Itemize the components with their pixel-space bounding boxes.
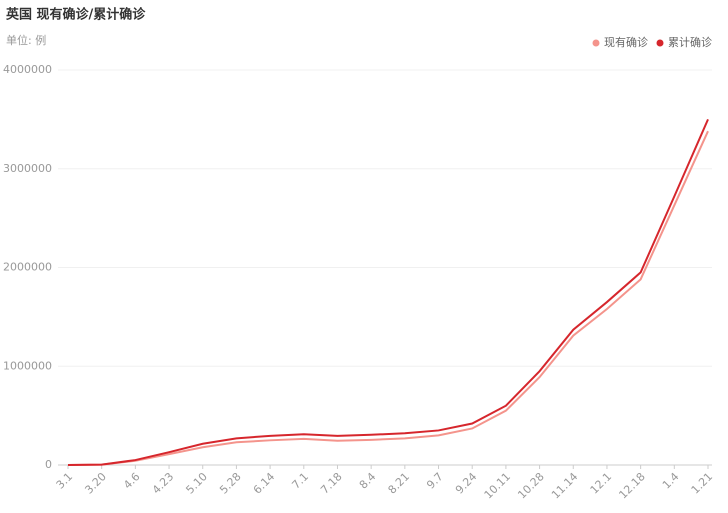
legend-marker bbox=[656, 39, 664, 47]
y-tick-label: 2000000 bbox=[3, 261, 52, 274]
x-tick-label: 9.7 bbox=[424, 470, 446, 492]
chart-subtitle: 单位: 例 bbox=[6, 33, 46, 47]
legend-label: 现有确诊 bbox=[604, 35, 648, 49]
x-tick-label: 1.21 bbox=[689, 470, 716, 497]
x-tick-label: 8.21 bbox=[386, 470, 413, 497]
series-line bbox=[67, 130, 709, 466]
x-tick-label: 11.14 bbox=[549, 470, 580, 501]
x-tick-label: 4.23 bbox=[150, 470, 177, 497]
x-tick-label: 5.10 bbox=[183, 470, 210, 497]
chart-title: 英国 现有确诊/累计确诊 bbox=[5, 7, 146, 23]
x-tick-label: 8.4 bbox=[357, 470, 379, 492]
x-tick-label: 3.20 bbox=[82, 470, 109, 497]
legend-marker bbox=[592, 39, 600, 47]
x-tick-label: 1.4 bbox=[660, 470, 682, 492]
x-tick-label: 4.6 bbox=[121, 470, 143, 492]
y-tick-label: 0 bbox=[45, 458, 52, 471]
x-tick-label: 5.28 bbox=[217, 470, 244, 497]
x-tick-label: 3.1 bbox=[54, 470, 76, 492]
x-tick-label: 10.28 bbox=[515, 470, 546, 501]
x-tick-label: 6.14 bbox=[251, 470, 278, 497]
x-tick-label: 10.11 bbox=[482, 470, 513, 501]
legend-label: 累计确诊 bbox=[668, 35, 712, 49]
series-line bbox=[67, 118, 709, 466]
x-tick-label: 7.18 bbox=[318, 470, 345, 497]
x-tick-label: 12.1 bbox=[588, 470, 615, 497]
y-tick-label: 1000000 bbox=[3, 359, 52, 372]
x-tick-label: 12.18 bbox=[616, 470, 647, 501]
x-tick-label: 9.24 bbox=[453, 470, 480, 497]
x-tick-label: 7.1 bbox=[289, 470, 311, 492]
y-tick-label: 4000000 bbox=[3, 63, 52, 76]
y-tick-label: 3000000 bbox=[3, 162, 52, 175]
